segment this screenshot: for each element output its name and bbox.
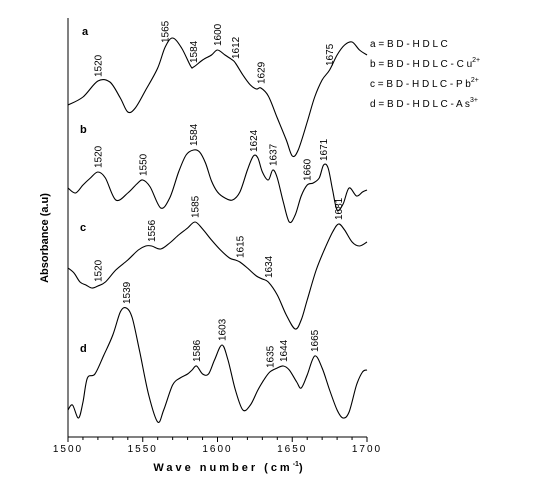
legend-entry-a: a = B D - H D L C — [370, 39, 448, 50]
peak-label: 1624 — [249, 129, 260, 152]
x-tick-label: 1650 — [277, 444, 307, 455]
legend-entry-c: c = B D - H D L C - P b2+ — [370, 77, 479, 90]
x-tick-label: 1600 — [202, 444, 232, 455]
peak-label: 1629 — [256, 61, 267, 84]
peak-label: 1660 — [303, 158, 314, 181]
curves — [67, 37, 368, 424]
peak-label: 1600 — [213, 23, 224, 46]
peak-label: 1681 — [334, 197, 345, 220]
x-tick-label: 1500 — [53, 444, 83, 455]
series-b-line — [67, 149, 368, 224]
peak-label: 1615 — [235, 235, 246, 258]
peak-labels: 1520 1565 1584 1600 1612 1629 1675 1520 1550 1584… — [93, 20, 345, 368]
curve-ids: a b c d — [80, 26, 89, 355]
peak-label: 1634 — [264, 255, 275, 278]
peak-label: 1584 — [189, 40, 200, 63]
series-b-id: b — [80, 124, 87, 136]
legend-entry-d: d = B D - H D L C - A s3+ — [370, 97, 478, 110]
peak-label: 1550 — [138, 153, 149, 176]
peak-label: 1584 — [189, 123, 200, 146]
peak-label: 1635 — [265, 345, 276, 368]
peak-label: 1671 — [319, 138, 330, 161]
series-a-id: a — [82, 26, 89, 38]
peak-label: 1665 — [310, 329, 321, 352]
legend-entry-b: b = B D - H D L C - C u2+ — [370, 57, 480, 70]
axes: 1500 1550 1600 1650 1700 — [53, 18, 382, 455]
x-tick-label: 1550 — [128, 444, 158, 455]
series-d-line — [67, 307, 368, 424]
peak-label: 1565 — [161, 20, 172, 43]
peak-label: 1520 — [93, 54, 104, 77]
legend: a = B D - H D L C b = B D - H D L C - C u… — [370, 39, 480, 110]
x-axis-label: Wave number (cm-1) — [153, 461, 303, 474]
peak-label: 1539 — [122, 281, 133, 304]
series-c-id: c — [80, 222, 86, 234]
peak-label: 1603 — [218, 318, 229, 341]
peak-label: 1644 — [279, 339, 290, 362]
peak-label: 1637 — [268, 143, 279, 166]
x-tick-label: 1700 — [352, 444, 382, 455]
peak-label: 1520 — [93, 145, 104, 168]
peak-label: 1520 — [93, 259, 104, 282]
peak-label: 1585 — [191, 195, 202, 218]
series-c-line — [67, 221, 368, 330]
y-axis-label: Absorbance (a.u) — [39, 193, 51, 283]
series-d-id: d — [80, 343, 87, 355]
peak-label: 1612 — [231, 36, 242, 59]
peak-label: 1556 — [147, 219, 158, 242]
peak-label: 1586 — [192, 339, 203, 362]
peak-label: 1675 — [325, 43, 336, 66]
series-a-line — [67, 37, 368, 158]
